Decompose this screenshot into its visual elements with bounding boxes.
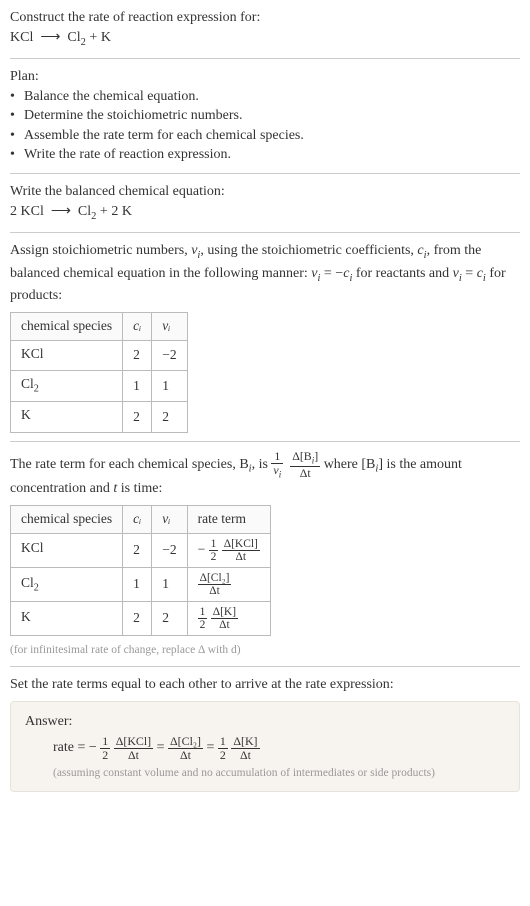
divider (10, 441, 520, 442)
assign-text: Assign stoichiometric numbers, (10, 243, 191, 258)
rateterm-section: The rate term for each chemical species,… (10, 450, 520, 658)
table-row: Cl2 1 1 (11, 371, 188, 402)
cell-c: 2 (123, 533, 152, 567)
rateterm-text: The rate term for each chemical species,… (10, 457, 249, 472)
divider (10, 173, 520, 174)
table-row: K 2 2 (11, 402, 188, 433)
divider (10, 666, 520, 667)
cell-c: 1 (123, 371, 152, 402)
plan-bullet: •Assemble the rate term for each chemica… (10, 126, 520, 146)
stoich-table: chemical species cᵢ νᵢ KCl 2 −2 Cl2 1 1 … (10, 312, 188, 433)
col-rate: rate term (187, 505, 270, 533)
balanced-line1: Write the balanced chemical equation: (10, 182, 520, 202)
answer-expression: rate = − 12 Δ[KCl]Δt = Δ[Cl₂]Δt = 12 Δ[K… (53, 735, 505, 761)
cell-nu: 1 (152, 567, 187, 601)
balanced-section: Write the balanced chemical equation: 2 … (10, 182, 520, 224)
cell-nu: 2 (152, 602, 187, 636)
col-nu: νᵢ (152, 312, 187, 340)
rhs2: K (101, 30, 111, 45)
rhs1: Cl (67, 30, 80, 45)
frac-1-nu: 1νi (271, 450, 283, 479)
rhs2: K (122, 204, 132, 219)
cell-rate: Δ[Cl₂]Δt (187, 567, 270, 601)
setequal-section: Set the rate terms equal to each other t… (10, 675, 520, 792)
intro-equation: KCl ⟶ Cl2 + K (10, 28, 520, 50)
lhs-coef: 2 (10, 204, 21, 219)
col-c: cᵢ (123, 312, 152, 340)
plan-bullet: •Balance the chemical equation. (10, 87, 520, 107)
lhs: KCl (21, 204, 44, 219)
cell-species: Cl2 (11, 567, 123, 601)
table-row: chemical species cᵢ νᵢ (11, 312, 188, 340)
arrow-icon: ⟶ (40, 30, 60, 45)
cell-species: KCl (11, 340, 123, 371)
cell-rate: − 12 Δ[KCl]Δt (187, 533, 270, 567)
plan-text: Determine the stoichiometric numbers. (24, 106, 243, 126)
plan-heading: Plan: (10, 67, 520, 87)
neg: − (89, 741, 100, 756)
plan-bullet: •Determine the stoichiometric numbers. (10, 106, 520, 126)
eq2: = (462, 266, 477, 281)
cell-nu: −2 (152, 533, 187, 567)
col-species: chemical species (11, 505, 123, 533)
rateterm-text: where [B (324, 457, 376, 472)
table-row: KCl 2 −2 (11, 340, 188, 371)
rhs1: Cl (78, 204, 91, 219)
rateterm-text: is time: (117, 481, 162, 496)
col-c: cᵢ (123, 505, 152, 533)
intro-line1: Construct the rate of reaction expressio… (10, 8, 520, 28)
plus: + (86, 30, 101, 45)
answer-box: Answer: rate = − 12 Δ[KCl]Δt = Δ[Cl₂]Δt … (10, 701, 520, 793)
assign-text: for reactants and (352, 266, 452, 281)
table-row: K 2 2 12 Δ[K]Δt (11, 602, 271, 636)
plan-text: Assemble the rate term for each chemical… (24, 126, 304, 146)
rateterm-text: , is (252, 457, 272, 472)
cell-nu: 2 (152, 402, 187, 433)
answer-assumption: (assuming constant volume and no accumul… (53, 765, 505, 781)
assign-text: , using the stoichiometric coefficients, (200, 243, 417, 258)
cell-species: Cl2 (11, 371, 123, 402)
plan-bullet: •Write the rate of reaction expression. (10, 145, 520, 165)
plus: + (96, 204, 111, 219)
table-row: Cl2 1 1 Δ[Cl₂]Δt (11, 567, 271, 601)
col-nu: νᵢ (152, 505, 187, 533)
cell-nu: −2 (152, 340, 187, 371)
cell-c: 2 (123, 402, 152, 433)
plan-text: Write the rate of reaction expression. (24, 145, 231, 165)
arrow-icon: ⟶ (51, 204, 71, 219)
table-row: KCl 2 −2 − 12 Δ[KCl]Δt (11, 533, 271, 567)
eq1: = − (320, 266, 343, 281)
setequal-text: Set the rate terms equal to each other t… (10, 675, 520, 695)
frac-dB-dt: Δ[Bi]Δt (290, 450, 320, 479)
lhs: KCl (10, 30, 33, 45)
cell-species: KCl (11, 533, 123, 567)
rateterm-table: chemical species cᵢ νᵢ rate term KCl 2 −… (10, 505, 271, 636)
cell-rate: 12 Δ[K]Δt (187, 602, 270, 636)
table-row: chemical species cᵢ νᵢ rate term (11, 505, 271, 533)
cell-c: 2 (123, 340, 152, 371)
intro-section: Construct the rate of reaction expressio… (10, 8, 520, 50)
rate-eq: rate = (53, 741, 89, 756)
answer-label: Answer: (25, 712, 505, 732)
cell-nu: 1 (152, 371, 187, 402)
col-species: chemical species (11, 312, 123, 340)
assign-section: Assign stoichiometric numbers, νi, using… (10, 241, 520, 433)
cell-c: 2 (123, 602, 152, 636)
plan-section: Plan: •Balance the chemical equation. •D… (10, 67, 520, 165)
rateterm-note: (for infinitesimal rate of change, repla… (10, 642, 520, 658)
rhs2-coef: 2 (111, 204, 122, 219)
cell-c: 1 (123, 567, 152, 601)
balanced-equation: 2 KCl ⟶ Cl2 + 2 K (10, 202, 520, 224)
divider (10, 58, 520, 59)
cell-species: K (11, 402, 123, 433)
cell-species: K (11, 602, 123, 636)
plan-text: Balance the chemical equation. (24, 87, 199, 107)
divider (10, 232, 520, 233)
